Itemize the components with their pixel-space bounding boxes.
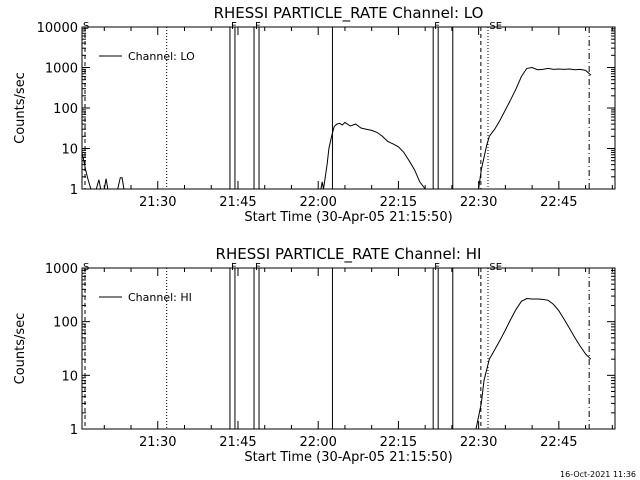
- chart-title: RHESSI PARTICLE_RATE Channel: LO: [214, 4, 484, 23]
- y-tick-label: 1000: [45, 62, 78, 77]
- flag-label: F: [231, 262, 237, 273]
- series-line: [475, 297, 592, 430]
- flag-label: S: [83, 21, 89, 32]
- y-tick-label: 10: [61, 369, 78, 384]
- x-axis-label: Start Time (30-Apr-05 21:15:50): [244, 450, 452, 465]
- x-tick-label: 22:15: [380, 195, 417, 210]
- footer-timestamp: 16-Oct-2021 11:36: [560, 470, 636, 479]
- y-tick-label: 1: [70, 423, 78, 438]
- legend-label: Channel: LO: [128, 50, 195, 63]
- chart-title: RHESSI PARTICLE_RATE Channel: HI: [216, 245, 482, 264]
- x-tick-label: 22:45: [540, 195, 577, 210]
- series-line: [320, 121, 426, 190]
- x-axis-label: Start Time (30-Apr-05 21:15:50): [244, 210, 452, 225]
- y-axis-label: Counts/sec: [13, 72, 28, 144]
- series-line: [81, 152, 125, 190]
- flag-label: SE: [489, 21, 502, 32]
- flag-label: F: [255, 21, 261, 32]
- x-tick-label: 22:00: [299, 195, 336, 210]
- flag-label: S: [83, 262, 89, 273]
- y-tick-label: 10: [61, 143, 78, 158]
- y-tick-label: 1: [70, 183, 78, 198]
- plot-frame: [81, 267, 616, 430]
- x-tick-label: 22:15: [380, 435, 417, 450]
- x-tick-label: 21:45: [219, 195, 256, 210]
- legend-label: Channel: HI: [128, 291, 192, 304]
- y-tick-label: 100: [53, 102, 78, 117]
- x-tick-label: 22:00: [299, 435, 336, 450]
- x-tick-label: 22:30: [460, 195, 497, 210]
- series-line: [478, 66, 592, 190]
- flag-label: F: [255, 262, 261, 273]
- flag-label: F: [434, 21, 440, 32]
- y-tick-label: 100: [53, 316, 78, 331]
- flag-label: SE: [489, 262, 502, 273]
- y-tick-label: 10000: [37, 21, 78, 36]
- flag-label: F: [231, 21, 237, 32]
- x-tick-label: 21:45: [219, 435, 256, 450]
- x-tick-label: 21:30: [139, 435, 176, 450]
- flag-label: F: [434, 262, 440, 273]
- y-axis-label: Counts/sec: [13, 313, 28, 385]
- y-tick-label: 1000: [45, 262, 78, 277]
- x-tick-label: 22:30: [460, 435, 497, 450]
- x-tick-label: 21:30: [139, 195, 176, 210]
- x-tick-label: 22:45: [540, 435, 577, 450]
